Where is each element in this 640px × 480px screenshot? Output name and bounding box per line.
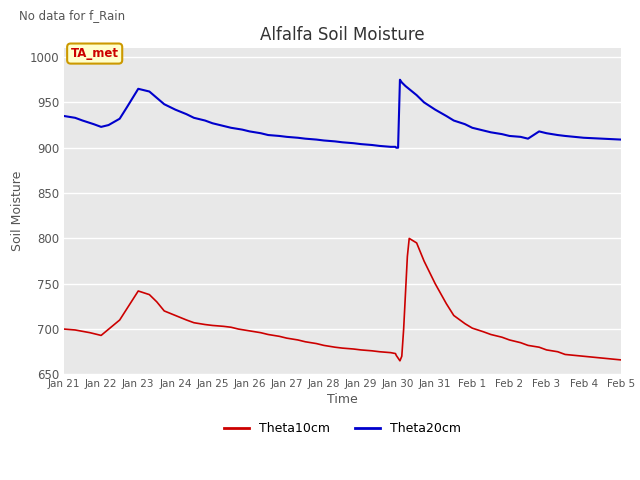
Legend: Theta10cm, Theta20cm: Theta10cm, Theta20cm — [219, 417, 466, 440]
Theta20cm — [172, 107, 179, 112]
Theta10cm — [405, 236, 413, 241]
Y-axis label: Soil Moisture: Soil Moisture — [11, 171, 24, 252]
Theta20cm — [392, 145, 400, 151]
Theta10cm — [535, 344, 543, 350]
Text: No data for f_Rain: No data for f_Rain — [19, 9, 125, 22]
Theta20cm — [396, 77, 404, 83]
Theta10cm — [60, 326, 68, 332]
Theta10cm — [396, 358, 404, 364]
Theta10cm — [235, 326, 243, 332]
Theta20cm — [209, 120, 216, 126]
Theta10cm — [134, 288, 142, 294]
X-axis label: Time: Time — [327, 394, 358, 407]
Theta20cm — [394, 145, 402, 151]
Line: Theta20cm: Theta20cm — [64, 80, 621, 148]
Theta10cm — [201, 322, 209, 327]
Text: TA_met: TA_met — [70, 47, 118, 60]
Theta20cm — [60, 113, 68, 119]
Theta10cm — [617, 357, 625, 363]
Theta20cm — [105, 122, 113, 128]
Theta20cm — [535, 129, 543, 134]
Theta10cm — [368, 348, 376, 354]
Title: Alfalfa Soil Moisture: Alfalfa Soil Moisture — [260, 25, 425, 44]
Theta10cm — [400, 326, 408, 332]
Line: Theta10cm: Theta10cm — [64, 239, 621, 361]
Theta20cm — [339, 139, 346, 145]
Theta20cm — [617, 137, 625, 143]
